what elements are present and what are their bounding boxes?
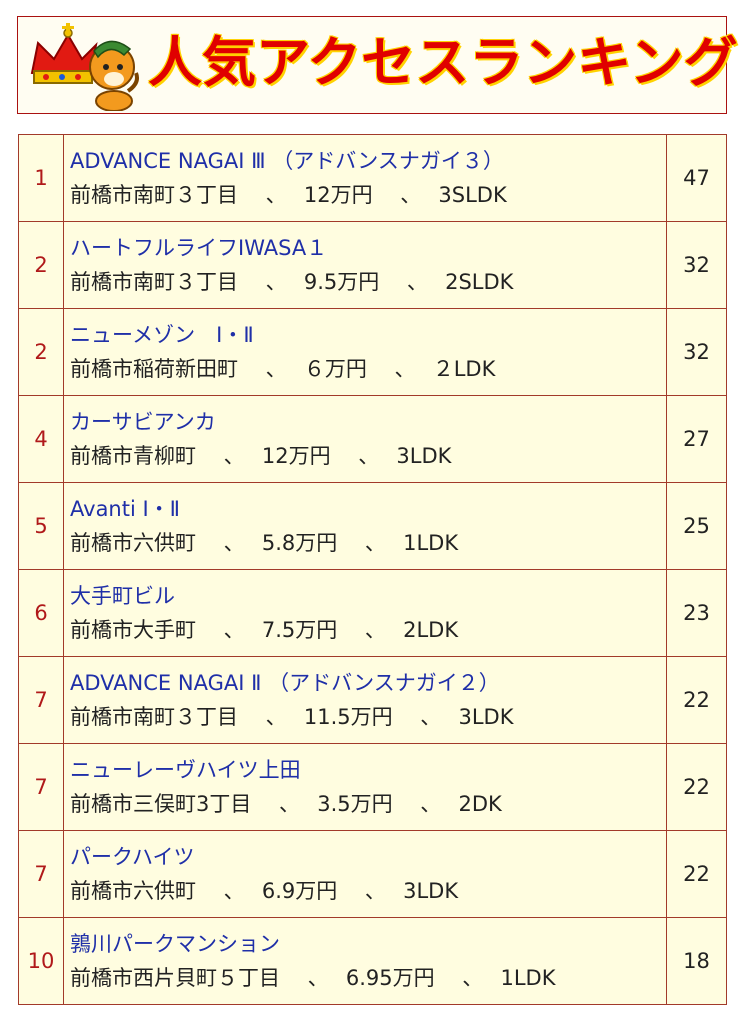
access-count: 25 (666, 482, 727, 570)
property-info-cell: パークハイツ前橋市六供町 、 6.9万円 、 3LDK (63, 830, 667, 918)
access-count: 32 (666, 221, 727, 309)
property-detail: 前橋市稲荷新田町 、 ６万円 、 ２LDK (70, 357, 496, 381)
ranking-row[interactable]: 7 ニューレーヴハイツ上田 前橋市三俣町3丁目 、 3.5万円 、 2DK 22 (18, 743, 727, 831)
ranking-row[interactable]: 10 鶉川パークマンション 前橋市西片貝町５丁目 、 6.95万円 、 1LDK 18 (18, 917, 727, 1005)
property-detail: 前橋市六供町 、 5.8万円 、 1LDK (70, 531, 459, 555)
access-count: 22 (666, 830, 727, 918)
property-detail: 前橋市三俣町3丁目 、 3.5万円 、 2DK (70, 792, 502, 816)
crown-mascot-icon (30, 23, 139, 111)
property-name-link[interactable]: ニューレーヴハイツ上田 (70, 758, 301, 782)
ranking-row[interactable]: 7 パークハイツ 前橋市六供町 、 6.9万円 、 3LDK 22 (18, 830, 727, 918)
property-info-cell: 鶉川パークマンション前橋市西片貝町５丁目 、 6.95万円 、 1LDK (63, 917, 667, 1005)
property-name-link[interactable]: ニューメゾン Ⅰ・Ⅱ (70, 323, 254, 347)
property-detail: 前橋市南町３丁目 、 9.5万円 、 2SLDK (70, 270, 514, 294)
access-count: 47 (666, 134, 727, 222)
property-info-cell: ADVANCE NAGAI Ⅲ （アドバンスナガイ３） 前橋市南町３丁目 、 12… (63, 134, 667, 222)
property-name-link[interactable]: ADVANCE NAGAI Ⅱ （アドバンスナガイ２） (70, 671, 500, 695)
ranking-row[interactable]: 4 カーサビアンカ 前橋市青柳町 、 12万円 、 3LDK 27 (18, 395, 727, 483)
ranking-row[interactable]: 1 ADVANCE NAGAI Ⅲ （アドバンスナガイ３） 前橋市南町３丁目 、 1… (18, 134, 727, 222)
property-detail: 前橋市六供町 、 6.9万円 、 3LDK (70, 879, 459, 903)
property-name-link[interactable]: Avanti Ⅰ・Ⅱ (70, 497, 181, 521)
property-info-cell: ADVANCE NAGAI Ⅱ （アドバンスナガイ２） 前橋市南町３丁目 、 11… (63, 656, 667, 744)
property-name-link[interactable]: カーサビアンカ (70, 410, 216, 434)
rank-number: 7 (18, 743, 64, 831)
ranking-table: 1 ADVANCE NAGAI Ⅲ （アドバンスナガイ３） 前橋市南町３丁目 、 1… (18, 134, 727, 1005)
page-title: 人気アクセスランキング (148, 31, 738, 94)
property-detail: 前橋市大手町 、 7.5万円 、 2LDK (70, 618, 459, 642)
access-count: 23 (666, 569, 727, 657)
rank-number: 7 (18, 830, 64, 918)
property-name-link[interactable]: 鶉川パークマンション (70, 932, 280, 956)
access-count: 32 (666, 308, 727, 396)
ranking-row[interactable]: 5 Avanti Ⅰ・Ⅱ 前橋市六供町 、 5.8万円 、 1LDK 25 (18, 482, 727, 570)
rank-number: 2 (18, 221, 64, 309)
access-count: 27 (666, 395, 727, 483)
access-count: 22 (666, 743, 727, 831)
rank-number: 5 (18, 482, 64, 570)
ranking-table-body: 1 ADVANCE NAGAI Ⅲ （アドバンスナガイ３） 前橋市南町３丁目 、 1… (18, 134, 727, 1005)
ranking-row[interactable]: 7 ADVANCE NAGAI Ⅱ （アドバンスナガイ２） 前橋市南町３丁目 、 1… (18, 656, 727, 744)
property-info-cell: ニューメゾン Ⅰ・Ⅱ 前橋市稲荷新田町 、 ６万円 、 ２LDK (63, 308, 667, 396)
property-detail: 前橋市青柳町 、 12万円 、 3LDK (70, 444, 452, 468)
ranking-row[interactable]: 6 大手町ビル 前橋市大手町 、 7.5万円 、 2LDK 23 (18, 569, 727, 657)
ranking-header-banner: 人気アクセスランキング (17, 16, 738, 114)
access-count: 22 (666, 656, 727, 744)
property-name-link[interactable]: 大手町ビル (70, 584, 175, 608)
property-info-cell: 大手町ビル前橋市大手町 、 7.5万円 、 2LDK (63, 569, 667, 657)
access-count: 18 (666, 917, 727, 1005)
property-detail: 前橋市南町３丁目 、 12万円 、 3SLDK (70, 183, 507, 207)
property-name-link[interactable]: ハートフルライフIWASA１ (70, 236, 328, 260)
ranking-row[interactable]: 2 ニューメゾン Ⅰ・Ⅱ 前橋市稲荷新田町 、 ６万円 、 ２LDK 32 (18, 308, 727, 396)
rank-number: 7 (18, 656, 64, 744)
property-info-cell: Avanti Ⅰ・Ⅱ 前橋市六供町 、 5.8万円 、 1LDK (63, 482, 667, 570)
property-info-cell: カーサビアンカ前橋市青柳町 、 12万円 、 3LDK (63, 395, 667, 483)
ranking-row[interactable]: 2 ハートフルライフIWASA１ 前橋市南町３丁目 、 9.5万円 、 2SLDK 3… (18, 221, 727, 309)
rank-number: 4 (18, 395, 64, 483)
rank-number: 10 (18, 917, 64, 1005)
property-detail: 前橋市西片貝町５丁目 、 6.95万円 、 1LDK (70, 966, 556, 990)
rank-number: 1 (18, 134, 64, 222)
property-info-cell: ニューレーヴハイツ上田前橋市三俣町3丁目 、 3.5万円 、 2DK (63, 743, 667, 831)
property-name-link[interactable]: パークハイツ (70, 845, 195, 869)
property-name-link[interactable]: ADVANCE NAGAI Ⅲ （アドバンスナガイ３） (70, 149, 504, 173)
rank-number: 2 (18, 308, 64, 396)
property-info-cell: ハートフルライフIWASA１ 前橋市南町３丁目 、 9.5万円 、 2SLDK (63, 221, 667, 309)
property-detail: 前橋市南町３丁目 、 11.5万円 、 3LDK (70, 705, 514, 729)
rank-number: 6 (18, 569, 64, 657)
